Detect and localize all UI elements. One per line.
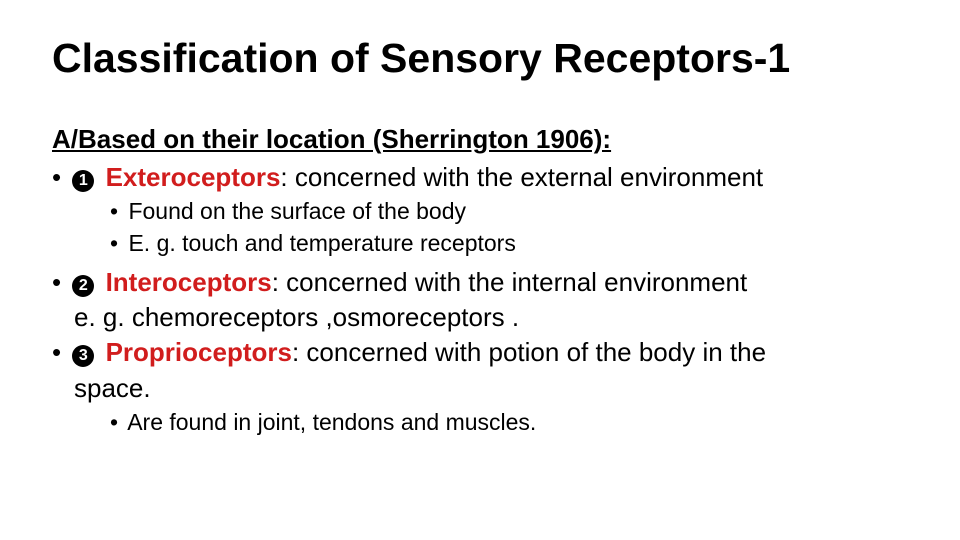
item-1: • 1 Exteroceptors: concerned with the ex…: [52, 161, 920, 194]
number-badge-3: 3: [72, 345, 94, 367]
bullet-icon: •: [110, 230, 118, 256]
item-3: • 3 Proprioceptors: concerned with potio…: [52, 336, 920, 369]
bullet-icon: •: [52, 162, 61, 192]
list-item: • Are found in joint, tendons and muscle…: [110, 407, 920, 439]
sub-text: Are found in joint, tendons and muscles.: [127, 409, 536, 435]
item-3-label: Proprioceptors: [106, 337, 292, 367]
number-badge-1: 1: [72, 170, 94, 192]
bullet-icon: •: [52, 267, 61, 297]
list-item: • E. g. touch and temperature receptors: [110, 228, 920, 260]
section-heading: A/Based on their location (Sherrington 1…: [52, 124, 920, 155]
item-3-subs: • Are found in joint, tendons and muscle…: [110, 407, 920, 439]
item-3-cont: space.: [74, 372, 920, 405]
item-2-label: Interoceptors: [106, 267, 272, 297]
number-badge-2: 2: [72, 275, 94, 297]
sub-text: E. g. touch and temperature receptors: [128, 230, 515, 256]
item-1-subs: • Found on the surface of the body • E. …: [110, 196, 920, 259]
slide-title: Classification of Sensory Receptors-1: [52, 35, 920, 82]
bullet-icon: •: [110, 198, 118, 224]
bullet-icon: •: [110, 409, 118, 435]
list-item: • Found on the surface of the body: [110, 196, 920, 228]
item-1-desc: : concerned with the external environmen…: [280, 162, 763, 192]
item-2: • 2 Interoceptors: concerned with the in…: [52, 266, 920, 299]
bullet-icon: •: [52, 337, 61, 367]
sub-text: Found on the surface of the body: [128, 198, 466, 224]
item-1-label: Exteroceptors: [106, 162, 281, 192]
item-2-desc: : concerned with the internal environmen…: [272, 267, 748, 297]
slide: Classification of Sensory Receptors-1 A/…: [0, 0, 960, 540]
item-3-desc: : concerned with potion of the body in t…: [292, 337, 766, 367]
item-2-cont: e. g. chemoreceptors ,osmoreceptors .: [74, 301, 920, 334]
